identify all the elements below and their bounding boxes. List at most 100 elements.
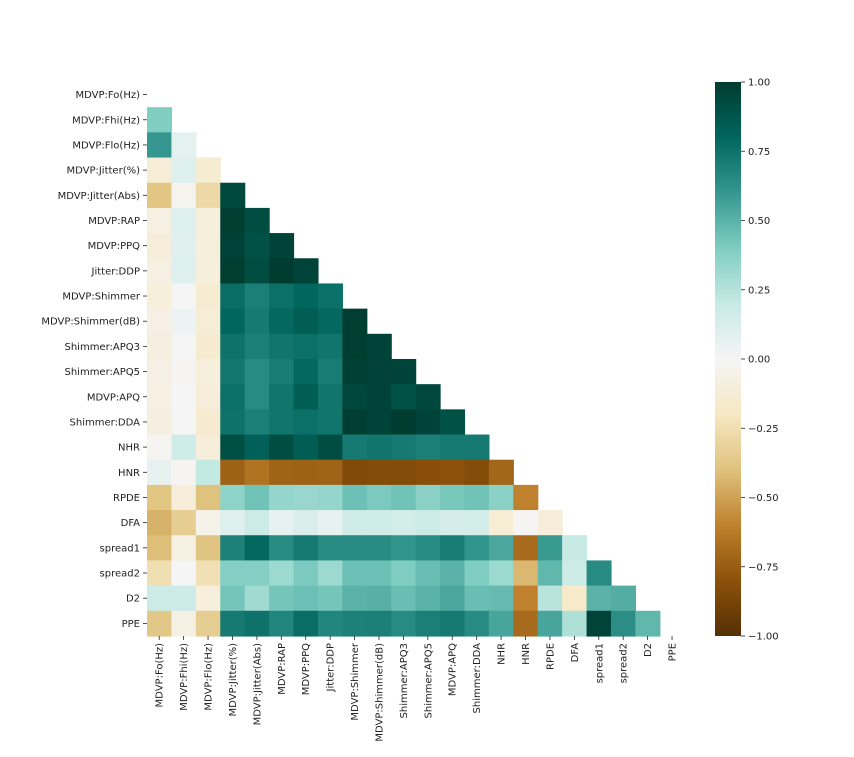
heatmap-cell	[171, 560, 197, 587]
heatmap-cell	[366, 560, 392, 587]
heatmap-cell	[317, 610, 343, 637]
heatmap-cell	[220, 233, 246, 259]
column-tick-label: MDVP:PPQ	[301, 643, 312, 695]
row-tick-label: Shimmer:APQ3	[64, 342, 140, 353]
row-tick-label: MDVP:Shimmer	[62, 292, 140, 303]
heatmap-cell	[171, 132, 197, 159]
heatmap-cell	[220, 434, 246, 461]
heatmap-cell	[220, 182, 246, 209]
heatmap-cell	[317, 510, 343, 536]
heatmap-cell	[293, 510, 319, 536]
heatmap-cell	[366, 409, 392, 436]
heatmap-cell	[464, 434, 490, 461]
heatmap-cell	[147, 233, 173, 259]
column-tick-label: DFA	[570, 643, 581, 663]
heatmap-cells	[147, 107, 661, 637]
heatmap-cell	[147, 560, 173, 587]
heatmap-cell	[366, 484, 392, 511]
heatmap-cell	[342, 585, 368, 612]
heatmap-cell	[220, 459, 246, 486]
heatmap-cell	[220, 333, 246, 360]
heatmap-cell	[317, 333, 343, 360]
heatmap-cell	[269, 610, 295, 637]
heatmap-cell	[244, 560, 270, 587]
heatmap-cell	[147, 585, 173, 612]
heatmap-cell	[171, 459, 197, 486]
colorbar-tick-label: −1.00	[748, 632, 779, 643]
column-tick-label: MDVP:Fo(Hz)	[155, 643, 166, 708]
heatmap-cell	[440, 560, 466, 587]
heatmap-cell	[195, 283, 221, 310]
heatmap-cell	[366, 510, 392, 536]
heatmap-cell	[244, 333, 270, 360]
heatmap-cell	[244, 258, 270, 285]
colorbar: 1.00 0.75 0.50 0.25 0.00 −0.25 −0.50 −0.75 −1.00	[715, 78, 779, 643]
heatmap-cell	[513, 535, 539, 562]
row-tick-label: spread1	[100, 543, 140, 554]
column-tick-label: Jitter:DDP	[326, 643, 337, 692]
heatmap-cell	[293, 333, 319, 360]
heatmap-cell	[147, 610, 173, 637]
heatmap-cell	[415, 535, 441, 562]
column-tick-label: MDVP:Fhi(Hz)	[179, 643, 190, 711]
heatmap-cell	[269, 434, 295, 461]
heatmap-cell	[391, 459, 417, 486]
row-tick-label: Jitter:DDP	[91, 266, 140, 277]
heatmap-cell	[269, 409, 295, 436]
heatmap-cell	[147, 107, 173, 133]
heatmap-cell	[293, 535, 319, 562]
column-tick-label: spread2	[619, 643, 630, 683]
colorbar-tick-label: 0.50	[748, 216, 770, 227]
heatmap-cell	[171, 283, 197, 310]
heatmap-cell	[269, 560, 295, 587]
heatmap-cell	[220, 258, 246, 285]
heatmap-cell	[537, 510, 563, 536]
heatmap-cell	[342, 409, 368, 436]
heatmap-cell	[391, 409, 417, 436]
heatmap-cell	[220, 510, 246, 536]
heatmap-cell	[366, 610, 392, 637]
row-tick-label: HNR	[118, 468, 140, 479]
heatmap-cell	[147, 510, 173, 536]
heatmap-cell	[171, 384, 197, 410]
heatmap-cell	[391, 535, 417, 562]
heatmap-cell	[244, 510, 270, 536]
heatmap-cell	[366, 585, 392, 612]
heatmap-cell	[220, 484, 246, 511]
heatmap-cell	[317, 409, 343, 436]
heatmap-cell	[293, 283, 319, 310]
heatmap-cell	[464, 560, 490, 587]
row-tick-label: MDVP:APQ	[87, 392, 140, 403]
heatmap-cell	[586, 560, 612, 587]
heatmap-cell	[415, 560, 441, 587]
column-tick-label: NHR	[497, 643, 508, 665]
heatmap-cell	[391, 384, 417, 410]
heatmap-cell	[195, 459, 221, 486]
heatmap-cell	[220, 409, 246, 436]
heatmap-cell	[293, 308, 319, 335]
heatmap-cell	[440, 585, 466, 612]
heatmap-cell	[244, 434, 270, 461]
heatmap-cell	[195, 610, 221, 637]
heatmap-cell	[488, 510, 514, 536]
heatmap-cell	[244, 358, 270, 385]
heatmap-cell	[317, 535, 343, 562]
row-tick-label: MDVP:Jitter(Abs)	[58, 191, 141, 202]
heatmap-cell	[293, 585, 319, 612]
heatmap-cell	[415, 459, 441, 486]
heatmap-cell	[220, 560, 246, 587]
heatmap-cell	[440, 484, 466, 511]
heatmap-cell	[464, 510, 490, 536]
heatmap-cell	[342, 459, 368, 486]
row-tick-label: Shimmer:DDA	[70, 417, 141, 428]
heatmap-cell	[244, 484, 270, 511]
row-tick-label: DFA	[121, 518, 141, 529]
column-tick-label: RPDE	[545, 643, 556, 670]
heatmap-cell	[195, 510, 221, 536]
heatmap-cell	[342, 510, 368, 536]
heatmap-cell	[147, 308, 173, 335]
column-tick-label: D2	[643, 643, 654, 657]
heatmap-cell	[244, 384, 270, 410]
heatmap-cell	[244, 535, 270, 562]
heatmap-cell	[342, 535, 368, 562]
